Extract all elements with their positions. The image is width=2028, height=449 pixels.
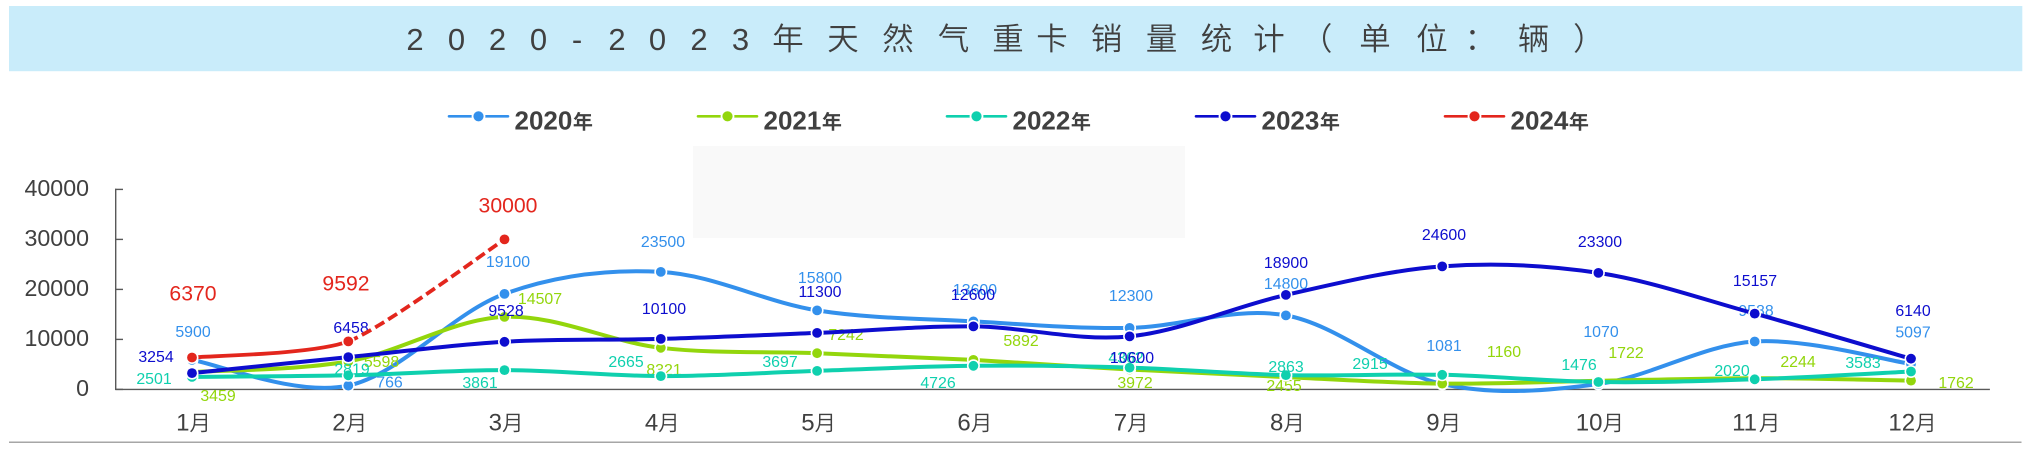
svg-text:11300: 11300 <box>798 284 841 301</box>
svg-text:2: 2 <box>608 22 625 57</box>
svg-text:2: 2 <box>332 410 345 437</box>
svg-text:2501: 2501 <box>136 371 172 388</box>
svg-text:10000: 10000 <box>25 325 89 351</box>
svg-text:1160: 1160 <box>1487 344 1521 361</box>
svg-text:3254: 3254 <box>138 349 174 366</box>
svg-text:2455: 2455 <box>1266 378 1302 395</box>
svg-text:5892: 5892 <box>1003 333 1039 350</box>
svg-text:1476: 1476 <box>1561 357 1597 374</box>
svg-text:10100: 10100 <box>642 301 686 318</box>
svg-text:2863: 2863 <box>1268 359 1304 376</box>
svg-text:4362: 4362 <box>1108 350 1144 367</box>
svg-text:5598: 5598 <box>364 354 400 371</box>
svg-text:12600: 12600 <box>951 287 995 304</box>
svg-text:19100: 19100 <box>486 254 530 271</box>
svg-text:2244: 2244 <box>1780 354 1816 371</box>
svg-text:5097: 5097 <box>1895 324 1931 341</box>
svg-text:6458: 6458 <box>333 320 369 337</box>
svg-text:3861: 3861 <box>462 375 498 392</box>
svg-text:9592: 9592 <box>322 272 369 295</box>
svg-text:0: 0 <box>448 22 465 57</box>
svg-text:10600: 10600 <box>1110 350 1154 367</box>
svg-text:2022: 2022 <box>1013 106 1071 136</box>
svg-text:18900: 18900 <box>1264 255 1308 272</box>
svg-text:5: 5 <box>801 410 814 437</box>
svg-text:1081: 1081 <box>1426 338 1462 355</box>
svg-text:23300: 23300 <box>1578 234 1622 251</box>
svg-text:2023: 2023 <box>1262 106 1320 136</box>
svg-text:3583: 3583 <box>1845 355 1881 372</box>
svg-text:15157: 15157 <box>1733 273 1777 290</box>
svg-text:6370: 6370 <box>169 282 216 305</box>
svg-text:5900: 5900 <box>175 324 211 341</box>
svg-text:766: 766 <box>376 374 403 391</box>
svg-text:14800: 14800 <box>1264 276 1308 293</box>
svg-text:6140: 6140 <box>1895 303 1931 320</box>
svg-text:12300: 12300 <box>1109 288 1153 305</box>
svg-text:12: 12 <box>1888 410 1915 437</box>
svg-text:1722: 1722 <box>1608 345 1644 362</box>
svg-text:2: 2 <box>690 22 707 57</box>
svg-text:15800: 15800 <box>798 270 842 287</box>
svg-text:11: 11 <box>1732 410 1757 437</box>
svg-text:-: - <box>572 22 582 57</box>
svg-text:3: 3 <box>489 410 502 437</box>
svg-text:3972: 3972 <box>1117 375 1153 392</box>
svg-text:2819: 2819 <box>334 361 370 378</box>
svg-text:1: 1 <box>176 410 189 437</box>
svg-text:3697: 3697 <box>762 354 798 371</box>
svg-text:40000: 40000 <box>25 175 89 201</box>
svg-text:14507: 14507 <box>518 291 562 308</box>
svg-text:0: 0 <box>76 375 89 401</box>
svg-text:2: 2 <box>489 22 506 57</box>
svg-text:2665: 2665 <box>608 354 644 371</box>
svg-text:2020: 2020 <box>515 106 573 136</box>
svg-text:7: 7 <box>1114 410 1127 437</box>
svg-text:20000: 20000 <box>25 275 89 301</box>
svg-text:2915: 2915 <box>1352 356 1388 373</box>
svg-text:30000: 30000 <box>479 194 538 217</box>
svg-text:2024: 2024 <box>1511 106 1569 136</box>
svg-text:8: 8 <box>1270 410 1283 437</box>
svg-text:3459: 3459 <box>200 388 236 405</box>
svg-text:1762: 1762 <box>1938 375 1974 392</box>
svg-text:9528: 9528 <box>488 303 524 320</box>
svg-text:9: 9 <box>1426 410 1439 437</box>
svg-text:30000: 30000 <box>25 225 89 251</box>
svg-text:0: 0 <box>530 22 547 57</box>
svg-text:4726: 4726 <box>920 375 956 392</box>
svg-text:23500: 23500 <box>641 234 685 251</box>
svg-text:2021: 2021 <box>764 106 822 136</box>
svg-text:10: 10 <box>1576 410 1603 437</box>
svg-text:2: 2 <box>406 22 423 57</box>
svg-text:13600: 13600 <box>953 282 997 299</box>
svg-text:1070: 1070 <box>1583 324 1619 341</box>
svg-text:6: 6 <box>957 410 970 437</box>
svg-text:3: 3 <box>732 22 749 57</box>
svg-text:2020: 2020 <box>1714 363 1750 380</box>
svg-text:24600: 24600 <box>1422 227 1466 244</box>
svg-text:4: 4 <box>645 410 658 437</box>
svg-text:0: 0 <box>649 22 666 57</box>
